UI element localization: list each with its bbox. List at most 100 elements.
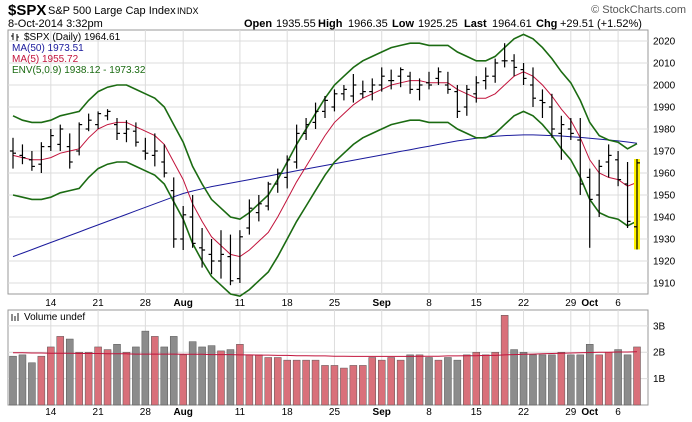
volume-bar — [264, 357, 273, 406]
volume-bar — [207, 345, 216, 406]
ohlc-bar — [482, 67, 489, 90]
volume-bar — [245, 354, 254, 406]
volume-bar — [340, 367, 348, 406]
ohlc-bar — [577, 118, 584, 195]
ohlc-bar — [151, 133, 158, 167]
date-label: Sep — [373, 298, 391, 309]
ohlc-bar — [634, 159, 640, 250]
ohlc-bar — [170, 177, 177, 248]
volume-bar — [368, 357, 377, 406]
volume-date-label: 25 — [329, 407, 341, 418]
date-label: 6 — [615, 298, 621, 309]
ohlc-bar — [95, 111, 102, 129]
volume-bar — [47, 346, 55, 406]
volume-bar — [330, 365, 339, 406]
legend-ma50: MA(50) 1973.51 — [12, 43, 84, 54]
ohlc-bar — [199, 228, 206, 268]
volume-bar — [84, 351, 93, 406]
low-value: 1925.25 — [418, 18, 458, 30]
ohlc-bar — [520, 63, 527, 85]
ohlc-bar — [28, 151, 35, 171]
volume-bar — [425, 357, 433, 406]
ohlc-bar — [416, 78, 423, 101]
ohlc-bar — [303, 118, 310, 140]
price-axis-label: 1930 — [653, 235, 676, 246]
ohlc-bar — [161, 144, 168, 178]
ohlc-bar — [586, 168, 593, 248]
last-value: 1964.61 — [492, 18, 532, 30]
date-label: 8 — [426, 298, 432, 309]
ohlc-bar — [104, 109, 111, 121]
volume-bar — [349, 365, 358, 406]
volume-bar — [472, 351, 481, 406]
volume-bar — [151, 336, 159, 406]
volume-bar — [463, 354, 471, 406]
chart-date: 8-Oct-2014 3:32pm — [8, 18, 103, 30]
legend-ma5: MA(5) 1955.72 — [12, 54, 79, 65]
ohlc-bar — [548, 93, 555, 138]
chg-label: Chg — [536, 18, 557, 30]
volume-bar — [444, 357, 452, 406]
volume-bar — [529, 354, 537, 406]
volume-bar — [500, 315, 509, 406]
ohlc-bar — [19, 144, 26, 165]
ohlc-bar — [236, 230, 243, 283]
high-value: 1966.35 — [348, 18, 388, 30]
volume-bar — [255, 354, 263, 406]
volume-bar — [359, 365, 367, 406]
date-label: 29 — [565, 298, 577, 309]
volume-bar — [65, 338, 74, 406]
price-axis-label: 1920 — [653, 257, 676, 268]
volume-bar — [595, 354, 603, 406]
volume-bar — [387, 357, 395, 406]
legend-bar-icon — [11, 33, 19, 41]
volume-bar — [567, 354, 575, 406]
chart-exchange: INDX — [177, 6, 199, 16]
volume-bar — [103, 349, 112, 406]
date-label: 14 — [45, 298, 57, 309]
open-value: 1935.55 — [276, 18, 316, 30]
legend-title: $SPX (Daily) 1964.61 — [24, 32, 121, 43]
volume-bar — [548, 354, 556, 406]
volume-bar — [113, 344, 121, 406]
volume-date-label: 15 — [471, 407, 483, 418]
volume-bar — [75, 351, 83, 406]
volume-bar — [585, 344, 594, 406]
ohlc-bar — [615, 151, 622, 187]
ohlc-bar — [284, 155, 291, 189]
ohlc-bar — [501, 43, 508, 68]
volume-date-label: 8 — [426, 407, 432, 418]
date-label: 22 — [518, 298, 530, 309]
volume-bar — [179, 354, 187, 406]
ohlc-bar — [435, 67, 442, 85]
ohlc-bar — [539, 89, 546, 118]
volume-bar — [292, 359, 301, 406]
date-label: 28 — [140, 298, 152, 309]
ohlc-bar — [454, 85, 461, 118]
date-label: 15 — [471, 298, 483, 309]
ohlc-bar — [397, 67, 404, 88]
volume-bar — [614, 349, 622, 406]
ohlc-bar — [558, 115, 565, 160]
price-axis-label: 1980 — [653, 125, 676, 136]
volume-axis-label: 2B — [653, 348, 666, 359]
volume-date-label: 11 — [235, 407, 246, 418]
volume-bar — [122, 351, 131, 406]
ohlc-bar — [624, 162, 631, 228]
volume-date-label: 28 — [140, 407, 152, 418]
legend-volume: Volume undef — [24, 312, 85, 323]
ohlc-bar — [596, 159, 603, 217]
ohlc-bar — [407, 71, 414, 94]
ohlc-bar — [473, 76, 480, 103]
price-axis-label: 1990 — [653, 103, 676, 114]
volume-bar — [302, 359, 310, 406]
ohlc-bar — [511, 54, 518, 77]
price-axis-label: 1910 — [653, 279, 676, 290]
ohlc-bar — [331, 89, 338, 112]
volume-bar — [198, 346, 206, 406]
ohlc-bar — [189, 195, 196, 248]
volume-date-label: 6 — [615, 407, 621, 418]
volume-bar — [557, 351, 566, 406]
volume-bar — [56, 336, 65, 406]
